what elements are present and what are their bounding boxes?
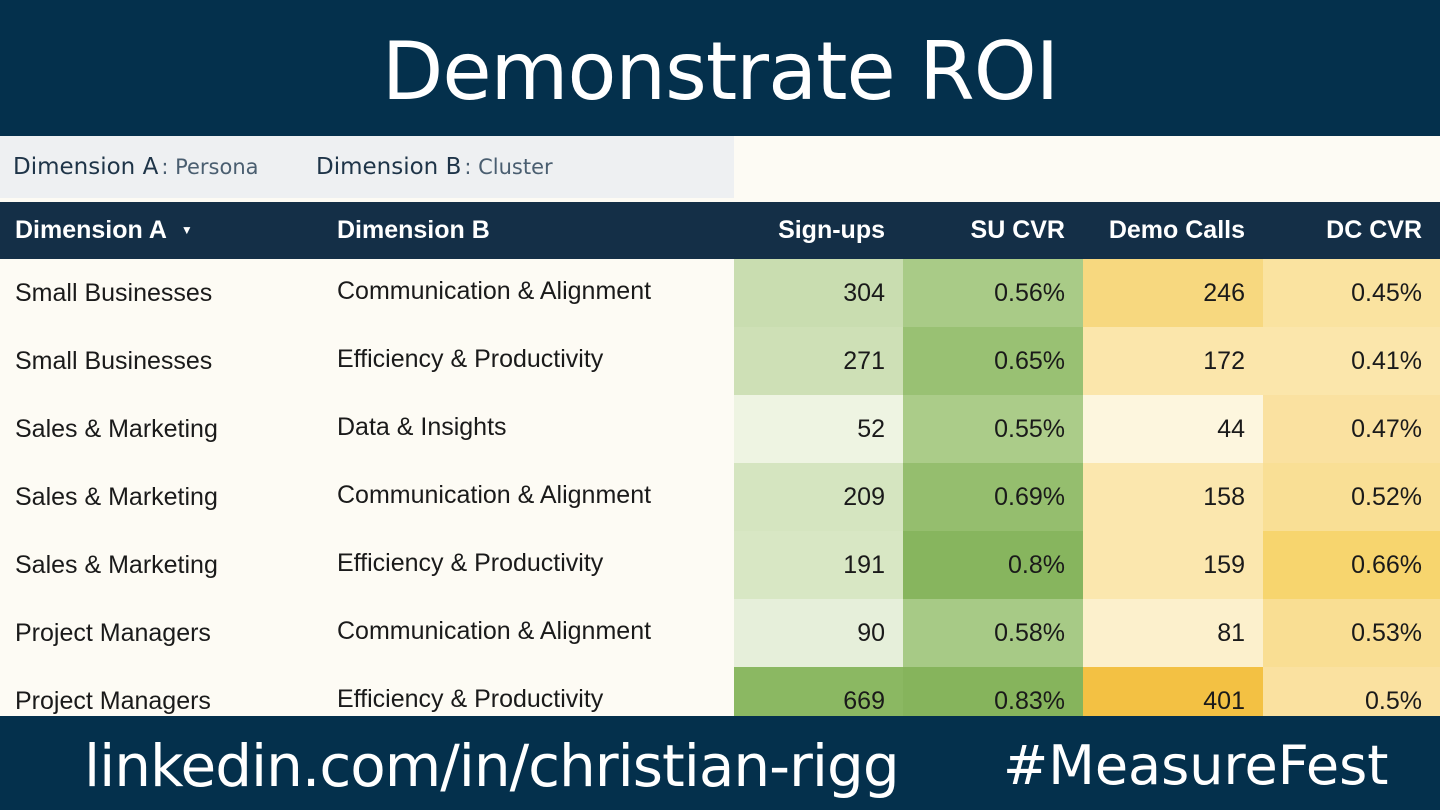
cell-su-cvr: 0.69% (903, 463, 1083, 531)
filter-chip-label: Dimension B (316, 154, 462, 180)
column-header-label: Dimension A (15, 216, 167, 244)
cell-signups: 304 (734, 259, 903, 327)
filter-chip-label: Dimension A (13, 154, 159, 180)
cell-dimension-b: Efficiency & Productivity (337, 345, 604, 373)
filter-chip-dimension-a[interactable]: Dimension A: Persona (0, 136, 304, 198)
column-header-signups[interactable]: Sign-ups (778, 216, 885, 244)
cell-dimension-a: Sales & Marketing (15, 551, 218, 579)
linkedin-link[interactable]: linkedin.com/in/christian-rigg (84, 732, 900, 800)
title-bar: Demonstrate ROI (0, 0, 1440, 136)
cell-demo-calls: 172 (1083, 327, 1263, 395)
cell-demo-calls: 81 (1083, 599, 1263, 667)
table-row[interactable]: Sales & Marketing Data & Insights 52 0.55% 4… (0, 395, 1440, 463)
cell-dimension-a: Small Businesses (15, 279, 213, 307)
cell-demo-calls: 246 (1083, 259, 1263, 327)
cell-su-cvr: 0.56% (903, 259, 1083, 327)
cell-dc-cvr: 0.5% (1263, 667, 1440, 716)
cell-su-cvr: 0.58% (903, 599, 1083, 667)
cell-dc-cvr: 0.47% (1263, 395, 1440, 463)
slide-title: Demonstrate ROI (381, 25, 1060, 118)
column-header-dimension-a[interactable]: Dimension A ▼ (15, 202, 193, 259)
cell-su-cvr: 0.83% (903, 667, 1083, 716)
column-header-demo-calls[interactable]: Demo Calls (1108, 216, 1245, 244)
cell-dc-cvr: 0.45% (1263, 259, 1440, 327)
cell-signups: 90 (734, 599, 903, 667)
table-header: Dimension A ▼ Dimension B Sign-ups SU CVR… (0, 202, 1440, 259)
cell-dimension-b: Efficiency & Productivity (337, 685, 604, 713)
sort-desc-icon[interactable]: ▼ (180, 223, 193, 237)
filter-chip-dimension-b[interactable]: Dimension B: Cluster (304, 136, 734, 198)
cell-dimension-b: Efficiency & Productivity (337, 549, 604, 577)
table-row[interactable]: Sales & Marketing Communication & Alignme… (0, 463, 1440, 531)
cell-demo-calls: 401 (1083, 667, 1263, 716)
filter-chip-value: : Cluster (464, 155, 553, 179)
table-row[interactable]: Small Businesses Efficiency & Productivit… (0, 327, 1440, 395)
footer: linkedin.com/in/christian-rigg #MeasureF… (0, 716, 1440, 810)
column-header-dimension-b[interactable]: Dimension B (337, 216, 490, 244)
cell-dc-cvr: 0.52% (1263, 463, 1440, 531)
cell-dimension-b: Communication & Alignment (337, 617, 652, 645)
cell-dimension-a: Project Managers (15, 619, 211, 647)
cell-dimension-b: Communication & Alignment (337, 277, 652, 305)
event-hashtag: #MeasureFest (1003, 734, 1389, 797)
column-header-su-cvr[interactable]: SU CVR (970, 216, 1065, 244)
cell-dimension-b: Data & Insights (337, 413, 507, 441)
table-row[interactable]: Sales & Marketing Efficiency & Productivi… (0, 531, 1440, 599)
cell-demo-calls: 159 (1083, 531, 1263, 599)
cell-dimension-b: Communication & Alignment (337, 481, 652, 509)
cell-su-cvr: 0.55% (903, 395, 1083, 463)
data-table: Dimension A ▼ Dimension B Sign-ups SU CVR… (0, 202, 1440, 716)
cell-su-cvr: 0.65% (903, 327, 1083, 395)
cell-dc-cvr: 0.53% (1263, 599, 1440, 667)
cell-su-cvr: 0.8% (903, 531, 1083, 599)
cell-dc-cvr: 0.66% (1263, 531, 1440, 599)
cell-signups: 52 (734, 395, 903, 463)
column-header-dc-cvr[interactable]: DC CVR (1326, 216, 1422, 244)
table-row[interactable]: Project Managers Efficiency & Productivit… (0, 667, 1440, 716)
cell-dc-cvr: 0.41% (1263, 327, 1440, 395)
table-row[interactable]: Project Managers Communication & Alignmen… (0, 599, 1440, 667)
cell-signups: 209 (734, 463, 903, 531)
cell-signups: 669 (734, 667, 903, 716)
cell-signups: 191 (734, 531, 903, 599)
cell-dimension-a: Sales & Marketing (15, 483, 218, 511)
cell-demo-calls: 158 (1083, 463, 1263, 531)
cell-dimension-a: Sales & Marketing (15, 415, 218, 443)
table-row[interactable]: Small Businesses Communication & Alignmen… (0, 259, 1440, 327)
cell-dimension-a: Project Managers (15, 687, 211, 715)
cell-dimension-a: Small Businesses (15, 347, 213, 375)
filter-chip-value: : Persona (161, 155, 259, 179)
cell-signups: 271 (734, 327, 903, 395)
cell-demo-calls: 44 (1083, 395, 1263, 463)
